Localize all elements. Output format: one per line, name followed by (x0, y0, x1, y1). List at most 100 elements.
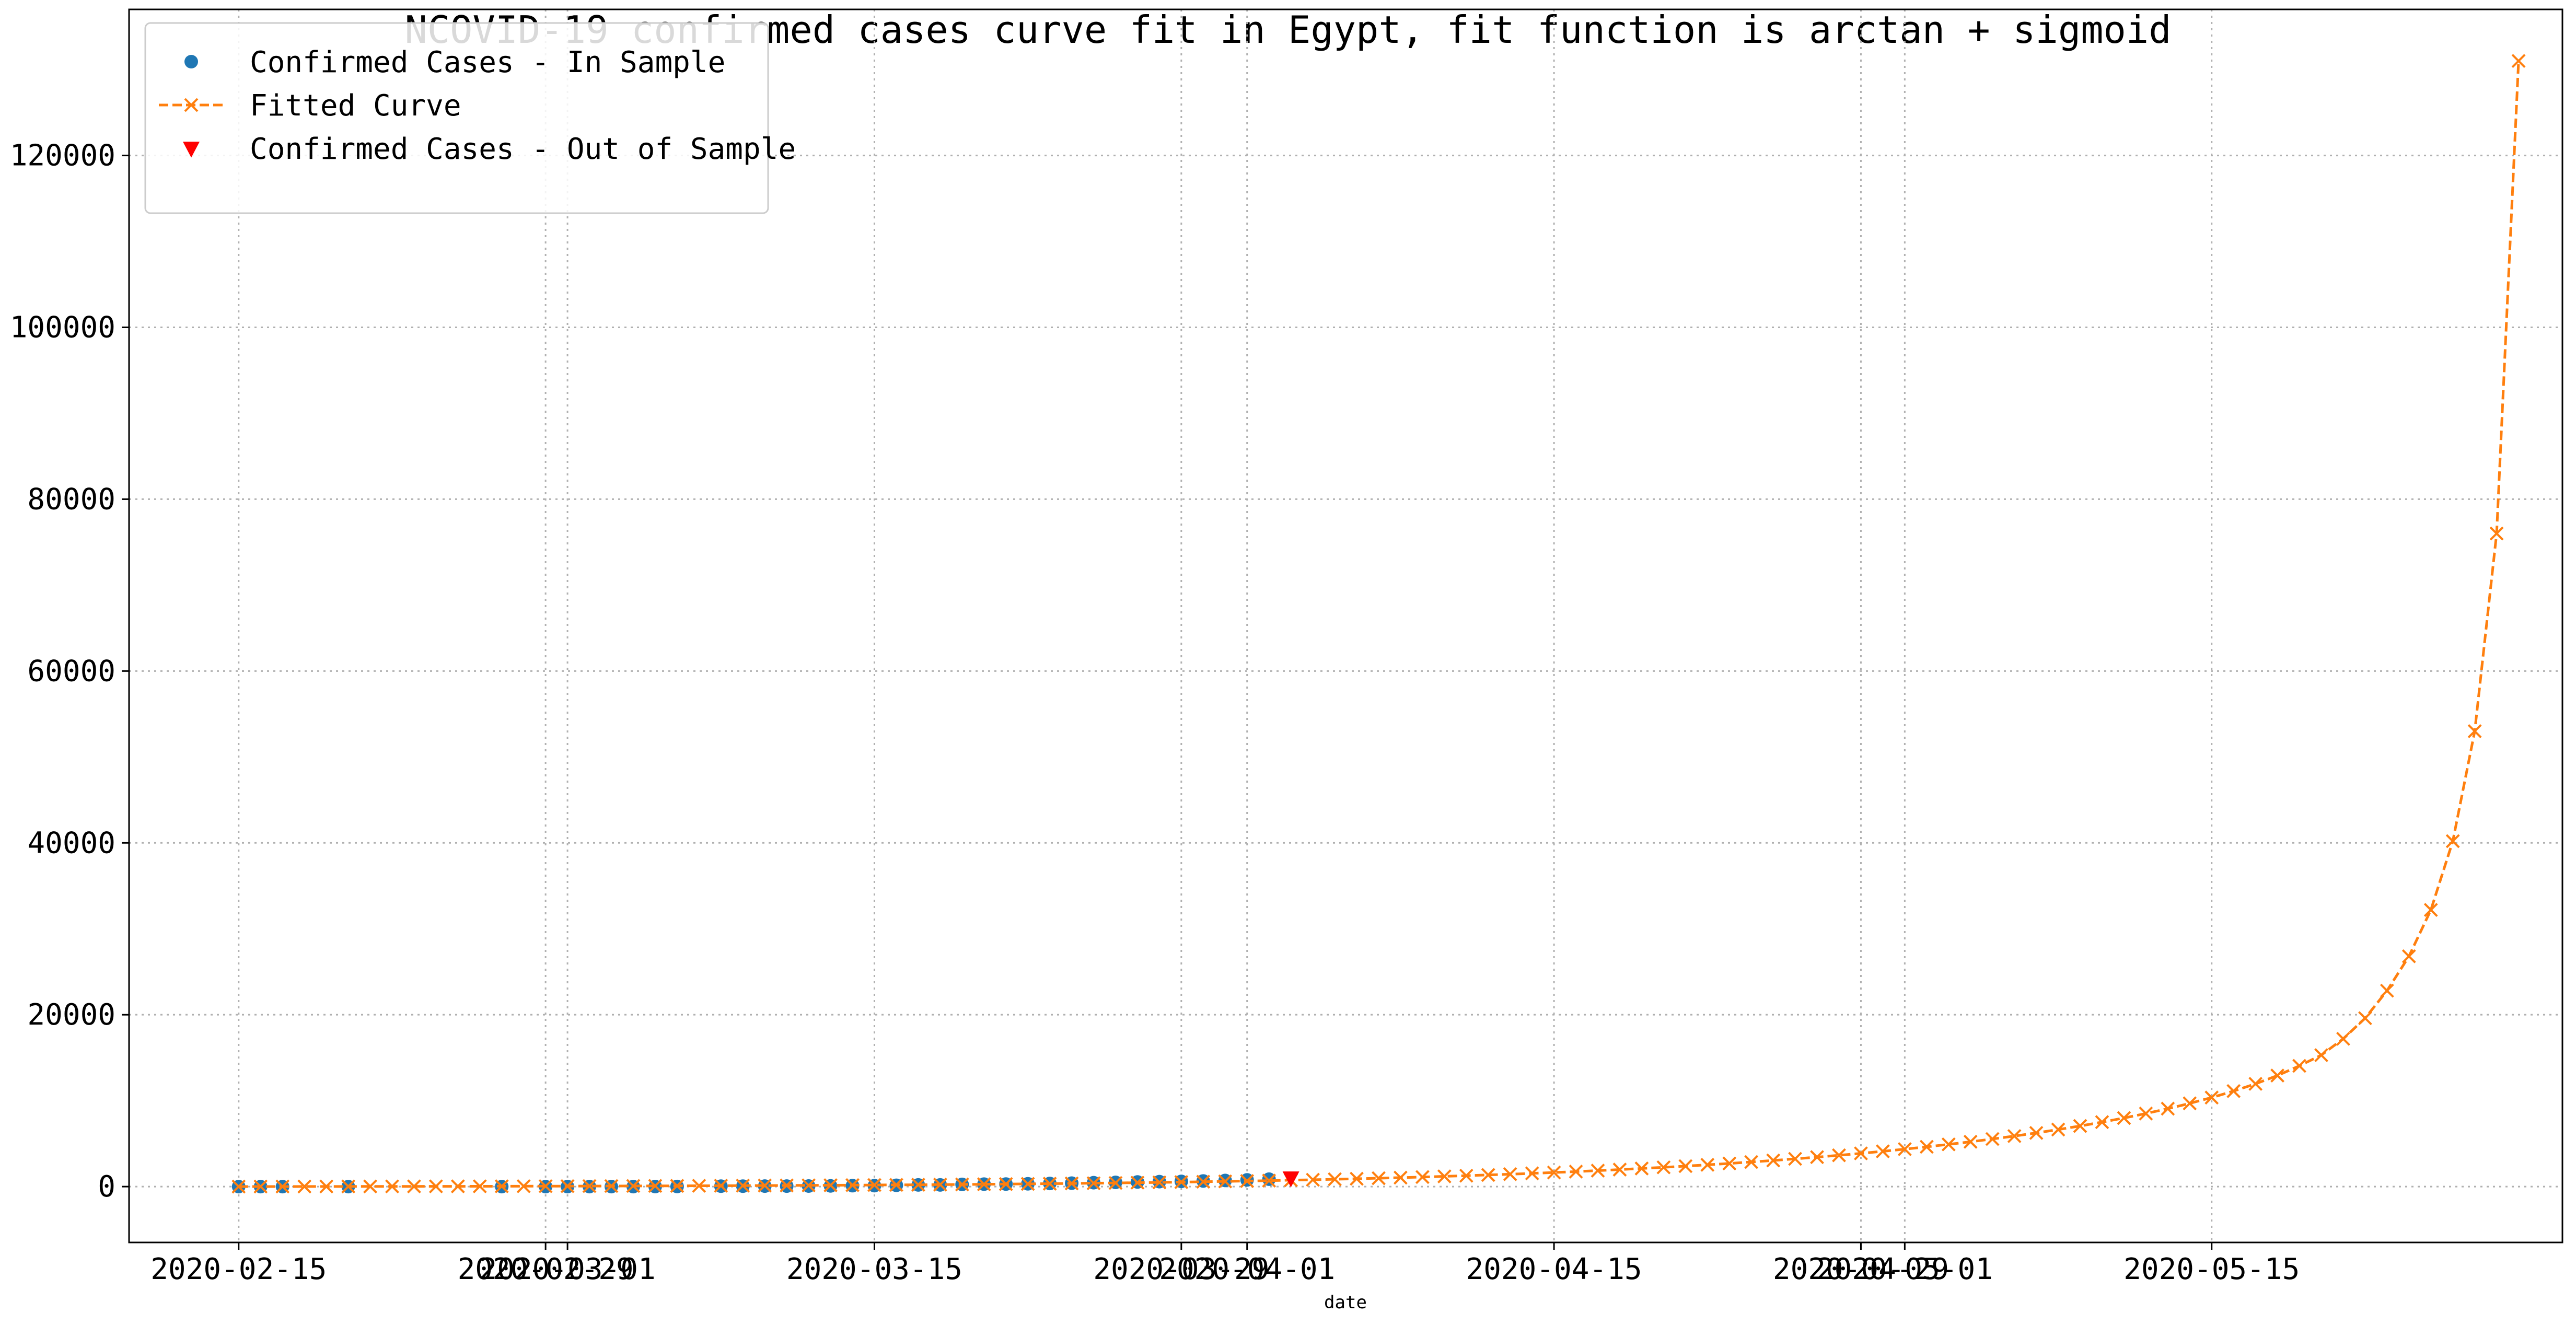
y-tick-label: 40000 (27, 826, 115, 860)
fitted-curve-point (297, 1179, 312, 1194)
axes-frame (128, 8, 2563, 1243)
fitted-curve-point (977, 1177, 991, 1192)
grid-lines (129, 9, 2562, 1242)
y-tick-label: 80000 (27, 482, 115, 516)
fitted-curve-point (955, 1177, 969, 1192)
y-tick-label: 0 (98, 1170, 115, 1204)
fitted-curve-point (1350, 1171, 1364, 1186)
fitted-curve-point (736, 1178, 750, 1193)
fitted-curve-point (385, 1179, 399, 1194)
fitted-curve-point (1766, 1153, 1781, 1168)
fitted-curve-point (692, 1179, 706, 1193)
fitted-curve-point (231, 1179, 246, 1194)
y-tick-label: 100000 (10, 311, 115, 345)
fitted-curve-point (1941, 1137, 1956, 1152)
y-tick-label: 20000 (27, 998, 115, 1032)
legend-label: Fitted Curve (250, 89, 461, 123)
fitted-curve-point (2073, 1119, 2087, 1133)
x-axis-label: date (1324, 1292, 1367, 1313)
fitted-curve-point (253, 1179, 268, 1194)
legend-fitted-marker (184, 98, 199, 112)
x-tick-label: 2020-03-15 (786, 1252, 962, 1286)
x-tick-label: 2020-02-29 (458, 1252, 634, 1286)
fitted-curve-point (1503, 1167, 1517, 1181)
x-tick-label: 2020-03-01 (480, 1252, 656, 1286)
x-tick-label: 2020-05-15 (2124, 1252, 2300, 1286)
fitted-curve-point (1372, 1171, 1386, 1185)
fitted-curve-point (1481, 1168, 1495, 1182)
fitted-curve-point (845, 1178, 860, 1192)
fitted-curve-point (2183, 1096, 2197, 1111)
fitted-curve-point (1612, 1163, 1627, 1177)
fitted-curve-point (1634, 1161, 1649, 1176)
fitted-curve-point (1174, 1175, 1189, 1189)
fitted-curve-point (2117, 1111, 2131, 1125)
fitted-curve-point (999, 1177, 1013, 1191)
fitted-curve-point (1086, 1176, 1101, 1191)
fitted-curve-point (1042, 1177, 1057, 1191)
fitted-curve-point (1854, 1146, 1868, 1160)
fitted-curve-point (626, 1179, 641, 1193)
fitted-curve-point (1525, 1166, 1539, 1181)
fitted-curve-point (494, 1179, 509, 1193)
out-of-sample-point (1282, 1171, 1299, 1188)
fitted-curve-point (1722, 1156, 1737, 1171)
fitted-curve-point (867, 1178, 881, 1192)
fitted-curve-point (1963, 1134, 1978, 1149)
fitted-curve-point (1306, 1172, 1320, 1187)
fitted-curve-point (1108, 1176, 1123, 1190)
fitted-curve-point (1919, 1140, 1934, 1154)
fitted-curve-point (2292, 1059, 2306, 1073)
legend-out-of-sample-marker (183, 142, 200, 158)
fitted-curve-line (238, 61, 2520, 1188)
legend: Confirmed Cases - In Sample Fitted Curve C… (144, 22, 796, 214)
fitted-curve-point (1196, 1175, 1211, 1189)
fitted-curve-point (1437, 1169, 1452, 1183)
y-tick-label: 60000 (27, 654, 115, 688)
fitted-curve-point (2423, 903, 2438, 917)
fitted-curve-point (582, 1179, 597, 1193)
fitted-curve-point (2095, 1115, 2109, 1130)
fitted-curve-point (275, 1179, 290, 1194)
fitted-curve-point (1591, 1164, 1605, 1178)
x-tick-label: 2020-04-01 (1159, 1252, 1335, 1286)
fitted-curve-point (1547, 1165, 1561, 1180)
x-tick-label: 2020-05-01 (1817, 1252, 1993, 1286)
fitted-curve-point (2204, 1090, 2219, 1105)
fitted-curve-point (407, 1179, 421, 1194)
x-tick-label: 2020-03-29 (1093, 1252, 1269, 1286)
fitted-curve-point (1832, 1148, 1846, 1163)
fitted-curve-point (1393, 1170, 1408, 1185)
fitted-curve-point (428, 1179, 443, 1194)
x-tick-label: 2020-04-15 (1466, 1252, 1642, 1286)
fitted-curve-point (341, 1179, 355, 1194)
fitted-curve-point (2051, 1122, 2066, 1137)
fitted-curve-point (1985, 1132, 2000, 1146)
fitted-curve-point (648, 1179, 663, 1193)
fitted-curve-point (933, 1177, 947, 1192)
fitted-curve-point (714, 1178, 728, 1193)
y-tick-label: 120000 (10, 139, 115, 173)
legend-label: Confirmed Cases - Out of Sample (250, 132, 796, 166)
fitted-curve-point (2007, 1129, 2022, 1143)
fitted-curve-point (2511, 54, 2526, 68)
fitted-curve-point (1810, 1150, 1824, 1165)
fitted-curve-point (538, 1179, 553, 1193)
fitted-curve-point (2139, 1106, 2153, 1121)
fitted-curve-point (1700, 1158, 1715, 1172)
legend-in-sample-marker (184, 55, 198, 68)
fitted-curve-point (911, 1178, 925, 1192)
fitted-curve-point (2380, 983, 2394, 998)
fitted-curve-point (1656, 1160, 1671, 1175)
fitted-curve-point (802, 1178, 816, 1193)
fitted-curve-point (1459, 1168, 1473, 1183)
plot-area (231, 54, 2526, 1194)
fitted-curve-point (604, 1179, 619, 1193)
fitted-curve-point (2226, 1084, 2241, 1098)
fitted-curve-point (1328, 1172, 1342, 1187)
fitted-curve-point (2445, 834, 2460, 849)
x-tick-label: 2020-04-29 (1773, 1252, 1949, 1286)
fitted-curve-point (1152, 1175, 1167, 1190)
fitted-curve-point (1218, 1174, 1233, 1189)
